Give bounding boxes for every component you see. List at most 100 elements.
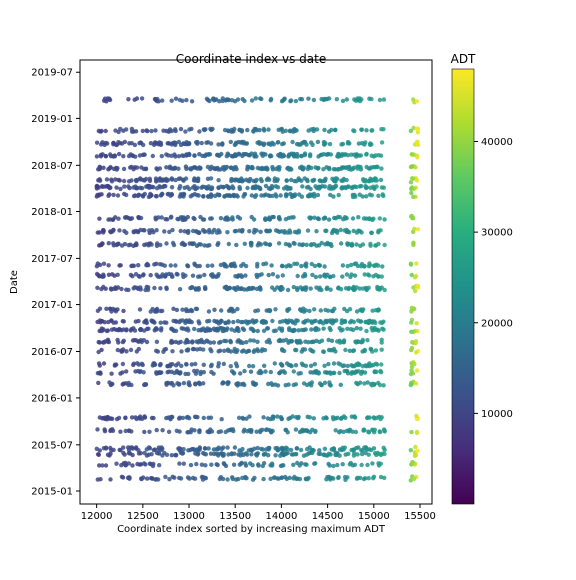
scatter-point xyxy=(246,165,251,170)
scatter-point xyxy=(349,262,354,268)
scatter-point xyxy=(124,127,129,132)
scatter-point xyxy=(376,307,381,313)
scatter-point xyxy=(268,463,273,468)
scatter-point xyxy=(379,166,384,171)
scatter-point xyxy=(154,166,159,171)
scatter-point xyxy=(164,241,169,246)
scatter-point xyxy=(123,428,128,434)
scatter-point xyxy=(164,380,169,386)
scatter-point xyxy=(150,463,156,469)
scatter-point xyxy=(224,338,229,344)
scatter-point xyxy=(167,229,172,235)
scatter-point xyxy=(228,364,233,369)
scatter-point xyxy=(236,476,241,482)
scatter-point xyxy=(334,97,339,102)
scatter-point xyxy=(249,452,254,457)
scatter-point xyxy=(142,382,147,387)
scatter-point xyxy=(137,307,143,312)
scatter-point xyxy=(249,193,254,198)
scatter-point xyxy=(158,242,163,248)
scatter-point xyxy=(242,368,247,374)
scatter-point xyxy=(291,369,296,374)
scatter-point xyxy=(339,153,344,158)
scatter-point xyxy=(160,428,165,433)
scatter-point xyxy=(369,326,374,331)
scatter-point xyxy=(232,142,238,148)
scatter-point xyxy=(97,230,102,235)
scatter-point xyxy=(279,416,284,421)
scatter-point xyxy=(314,127,320,132)
scatter-point xyxy=(342,474,348,480)
scatter-point xyxy=(408,164,414,170)
scatter-point xyxy=(316,186,322,191)
scatter-point xyxy=(342,368,347,374)
scatter-point xyxy=(111,166,117,172)
scatter-point xyxy=(247,229,252,234)
scatter-point xyxy=(209,362,214,367)
scatter-point xyxy=(101,98,107,103)
x-tick-label: 15000 xyxy=(358,511,390,522)
scatter-point xyxy=(305,166,311,172)
scatter-point xyxy=(219,446,225,452)
scatter-point xyxy=(158,185,163,190)
scatter-point xyxy=(280,273,285,278)
scatter-point xyxy=(133,272,139,277)
scatter-point xyxy=(290,328,296,334)
scatter-point xyxy=(153,97,158,102)
scatter-point xyxy=(203,446,208,451)
scatter-point xyxy=(315,139,321,145)
scatter-point xyxy=(181,141,186,146)
scatter-point xyxy=(148,309,153,314)
scatter-point xyxy=(229,327,234,332)
x-tick-label: 12000 xyxy=(81,511,113,522)
scatter-point xyxy=(300,167,306,172)
scatter-point xyxy=(266,186,272,191)
scatter-point xyxy=(293,382,299,387)
scatter-point xyxy=(101,228,106,233)
scatter-point xyxy=(275,274,280,279)
scatter-point xyxy=(276,140,281,145)
scatter-point xyxy=(314,243,319,248)
scatter-point xyxy=(202,340,207,345)
scatter-point xyxy=(164,285,169,290)
scatter-point xyxy=(355,263,360,269)
scatter-point xyxy=(115,307,120,312)
scatter-point xyxy=(369,153,374,158)
scatter-point xyxy=(223,284,229,290)
scatter-point xyxy=(331,446,336,452)
scatter-point xyxy=(282,96,287,101)
y-tick-label: 2019-01 xyxy=(31,114,73,125)
scatter-point xyxy=(232,445,238,450)
scatter-point xyxy=(267,308,272,314)
colorbar xyxy=(451,68,475,505)
scatter-point xyxy=(376,230,381,235)
scatter-point xyxy=(169,176,174,181)
scatter-point xyxy=(252,151,258,156)
scatter-point xyxy=(359,127,364,132)
scatter-point xyxy=(208,194,214,199)
scatter-point xyxy=(292,261,297,266)
scatter-point xyxy=(312,307,317,312)
scatter-point xyxy=(106,193,111,198)
scatter-point xyxy=(367,447,372,452)
scatter-point xyxy=(283,451,289,456)
scatter-point xyxy=(256,463,261,468)
scatter-point xyxy=(362,264,367,269)
scatter-point xyxy=(127,185,132,191)
scatter-point xyxy=(286,242,292,247)
scatter-point xyxy=(345,241,350,246)
scatter-point xyxy=(348,167,354,172)
scatter-point xyxy=(299,263,304,269)
scatter-point xyxy=(366,166,372,171)
scatter-point xyxy=(118,186,123,192)
scatter-point xyxy=(304,185,310,190)
scatter-point xyxy=(103,286,108,291)
scatter-point xyxy=(273,328,278,333)
scatter-point xyxy=(204,96,210,102)
scatter-point xyxy=(298,447,304,453)
scatter-point xyxy=(304,382,310,388)
scatter-point xyxy=(409,190,414,196)
scatter-point xyxy=(348,274,353,280)
scatter-point xyxy=(152,309,158,314)
scatter-point xyxy=(322,380,328,385)
